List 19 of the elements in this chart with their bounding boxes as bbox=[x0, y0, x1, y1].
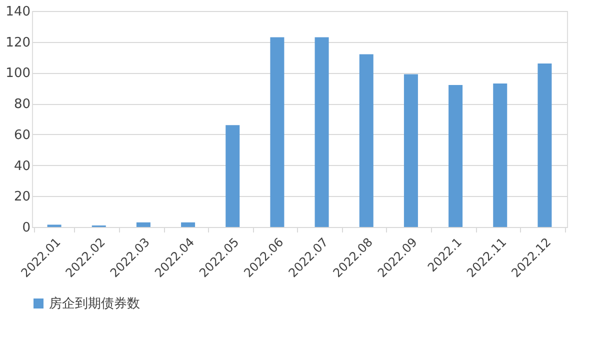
bar bbox=[136, 222, 150, 227]
bar bbox=[226, 125, 240, 227]
y-tick-label: 0 bbox=[22, 220, 30, 236]
legend-label: 房企到期债券数 bbox=[49, 296, 140, 312]
bar bbox=[359, 54, 374, 227]
bar bbox=[270, 37, 284, 227]
bar bbox=[538, 63, 552, 227]
y-tick-label: 120 bbox=[6, 35, 30, 50]
bar bbox=[448, 85, 463, 227]
bar bbox=[314, 37, 329, 227]
y-tick-label: 80 bbox=[14, 97, 30, 112]
y-tick-label: 60 bbox=[14, 128, 30, 143]
bar bbox=[493, 84, 508, 227]
bar bbox=[404, 74, 418, 227]
y-tick-label: 20 bbox=[14, 190, 30, 205]
y-tick-label: 100 bbox=[6, 66, 30, 82]
y-tick-label: 40 bbox=[14, 158, 30, 174]
y-tick-label: 140 bbox=[6, 4, 30, 20]
bar bbox=[181, 222, 196, 227]
